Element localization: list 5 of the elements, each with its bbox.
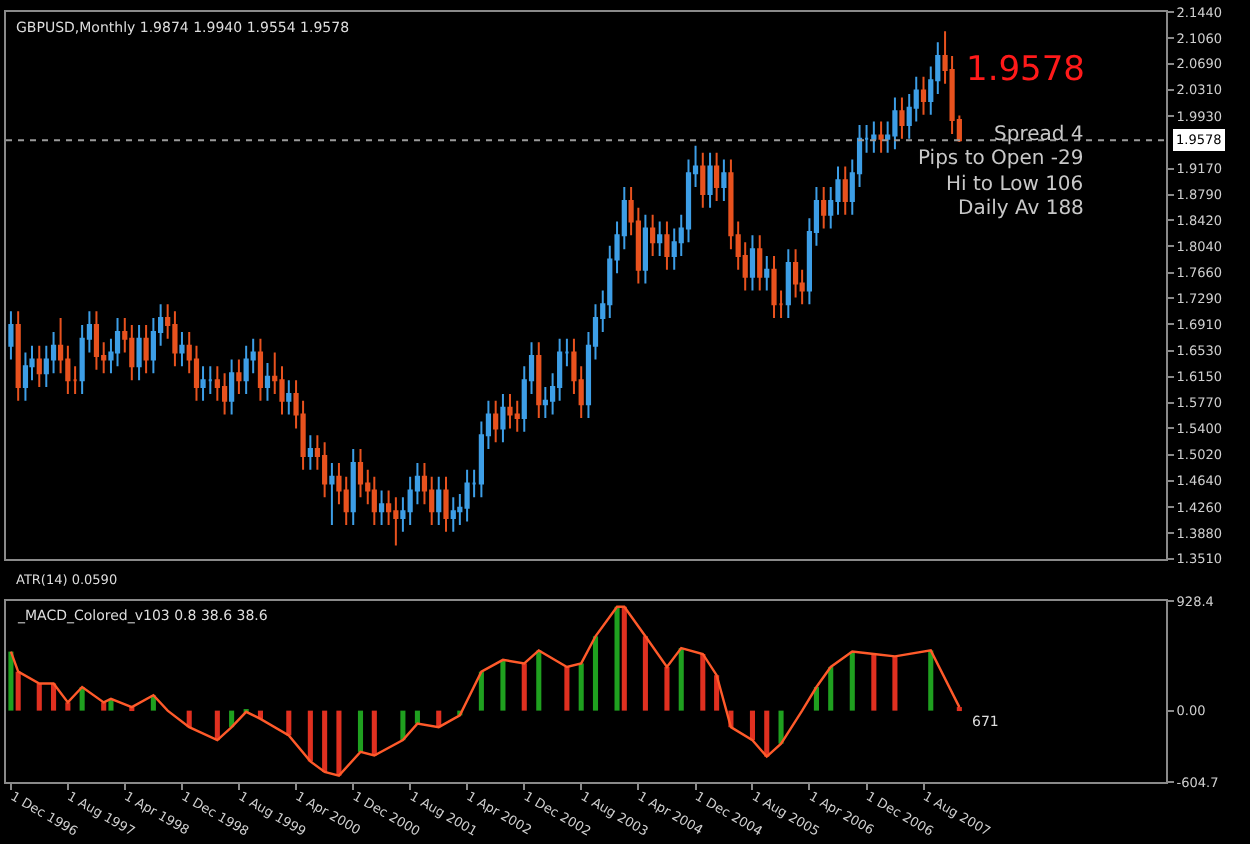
annotation: Daily Av 188 (958, 198, 1084, 220)
annotation: Pips to Open -29 (918, 148, 1084, 170)
annotation: 1.9578 (966, 50, 1085, 90)
annotation: Spread 4 (994, 124, 1084, 146)
annotation: Hi to Low 106 (946, 174, 1084, 196)
